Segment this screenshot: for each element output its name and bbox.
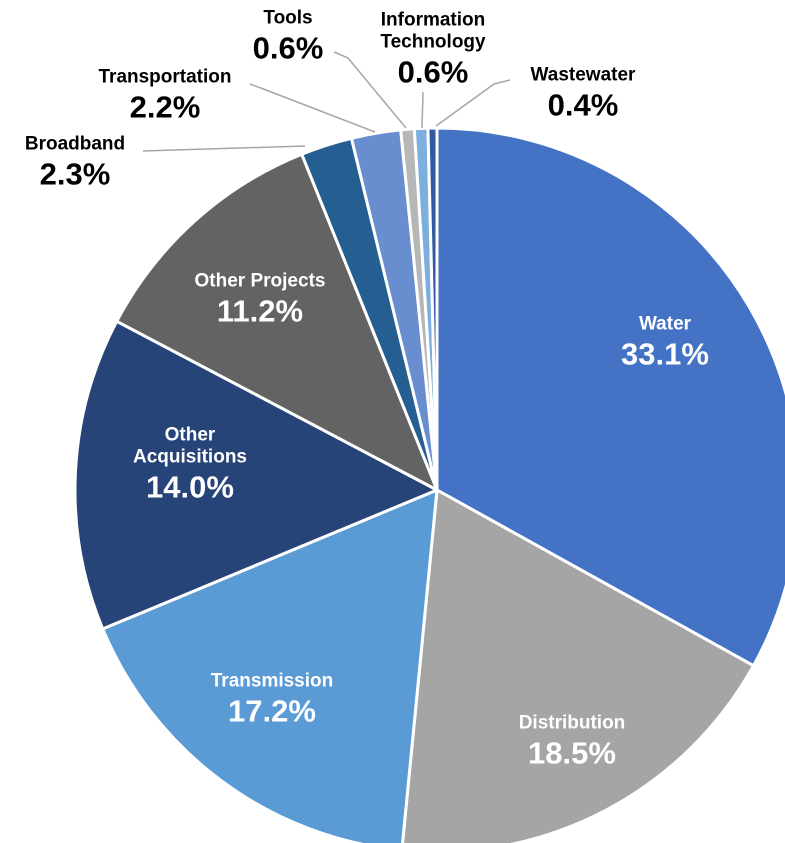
category-label: Water (638, 313, 692, 335)
category-label: Transmission (210, 670, 334, 692)
leader-line (421, 91, 424, 129)
slice-label: Transmission 17.2% (211, 670, 334, 729)
category-label: Information Technology (380, 9, 486, 53)
slice-label: Other Acquisitions 14.0% (115, 425, 265, 506)
slice-label: Other Projects 11.2% (195, 270, 326, 329)
category-label: Distribution (518, 712, 626, 734)
slice-label: Tools 0.6% (253, 7, 324, 66)
leader-line (333, 51, 407, 129)
category-label: Tools (263, 7, 313, 29)
value-label: 18.5% (528, 735, 616, 771)
category-label: Other Acquisitions (132, 424, 247, 468)
slice-label: Wastewater 0.4% (531, 64, 636, 123)
value-label: 2.3% (39, 156, 111, 192)
slice-label: Distribution 18.5% (519, 712, 626, 771)
pie (73, 126, 785, 843)
value-label: 11.2% (216, 293, 304, 329)
slice-label: Transportation 2.2% (98, 66, 231, 125)
leader-line (142, 145, 306, 152)
value-label: 17.2% (228, 693, 316, 729)
slice-label: Information Technology 0.6% (363, 10, 503, 91)
category-label: Broadband (24, 133, 126, 155)
pie-slice (401, 488, 755, 843)
pie-slice (101, 488, 439, 843)
leader-lines (142, 51, 511, 152)
pie-slice (435, 126, 785, 668)
leader-line (435, 79, 511, 127)
pie-slice (426, 126, 439, 492)
value-label: 0.6% (397, 54, 469, 90)
value-label: 0.4% (547, 87, 619, 123)
category-label: Other Projects (194, 270, 326, 292)
value-label: 0.6% (252, 30, 324, 66)
value-label: 14.0% (146, 469, 234, 505)
pie-slice (115, 152, 439, 492)
slice-label: Broadband 2.3% (25, 133, 125, 192)
leader-line (249, 83, 376, 133)
pie-slice (73, 319, 439, 631)
value-label: 2.2% (129, 89, 201, 125)
value-label: 33.1% (621, 336, 709, 372)
category-label: Transportation (98, 66, 232, 88)
category-label: Wastewater (530, 64, 636, 86)
slice-label: Water 33.1% (621, 313, 709, 372)
